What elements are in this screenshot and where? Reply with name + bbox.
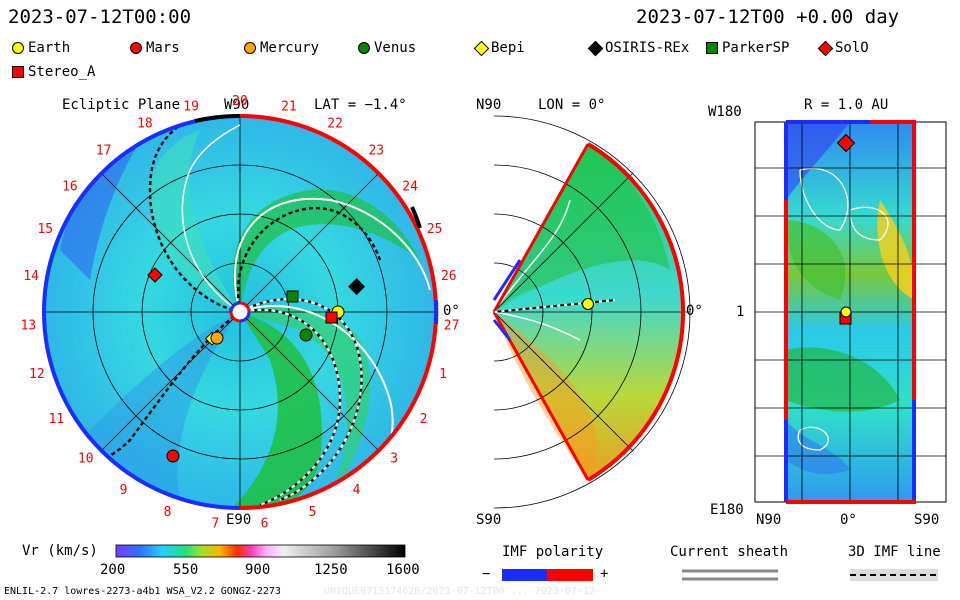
carrington-tick-label: 11: [49, 412, 65, 427]
date-left: 2023-07-12T00:00: [8, 6, 192, 28]
legend-venus: Venus: [358, 40, 416, 56]
current-sheath-swatch: [682, 569, 778, 581]
date-right: 2023-07-12T00 +0.00 day: [636, 6, 900, 28]
colorbar-tick-900: 900: [245, 562, 271, 578]
ecliptic-title: Ecliptic Plane: [62, 97, 181, 113]
mercury-marker-icon: [244, 42, 256, 54]
imf-plus: +: [600, 566, 609, 582]
carrington-tick-label: 19: [183, 100, 199, 115]
imf-line-swatch: [850, 569, 938, 581]
colorbar-tick-550: 550: [173, 562, 199, 578]
colorbar-tick-200: 200: [100, 562, 126, 578]
radial-y-mid: 1: [736, 304, 745, 320]
carrington-tick-label: 16: [62, 179, 78, 194]
meridional-bottom-label: S90: [476, 512, 502, 528]
legend-earth: Earth: [12, 40, 70, 56]
carrington-tick-label: 25: [427, 222, 443, 237]
ecliptic-mercury-marker: [210, 331, 224, 345]
radial-y-bottom: E180: [710, 502, 744, 518]
earth-marker-icon: [12, 42, 24, 54]
footer-right: UNIQUE071317462B/2023-07-12T00 ... 2023-…: [324, 586, 595, 597]
colorbar-tick-1600: 1600: [386, 562, 420, 578]
colorbar-label: Vr (km/s): [22, 543, 98, 559]
carrington-tick-label: 8: [164, 505, 172, 520]
carrington-tick-label: 23: [368, 144, 384, 159]
carrington-tick-label: 7: [211, 517, 219, 532]
ecliptic-right-label: 0°: [443, 303, 460, 319]
carrington-tick-label: 27: [444, 318, 460, 333]
ecliptic-bottom-label: E90: [226, 512, 252, 528]
carrington-tick-label: 14: [23, 269, 39, 284]
carrington-tick-label: 13: [21, 318, 37, 333]
ecliptic-solo-marker: [147, 267, 163, 283]
meridional-plot: [492, 115, 691, 509]
radial-x-right: S90: [914, 512, 940, 528]
legend-osiris-rex: OSIRIS-REx: [587, 40, 689, 56]
ecliptic-venus-marker: [299, 328, 313, 342]
radial-x-left: N90: [756, 512, 782, 528]
colorbar: [115, 544, 406, 558]
imf-polarity-label: IMF polarity: [502, 544, 604, 560]
legend-stereo-a: Stereo_A: [12, 64, 95, 80]
meridional-lon-label: LON = 0°: [538, 97, 606, 113]
venus-marker-icon: [358, 42, 370, 54]
legend-parkersp: ParkerSP: [706, 40, 789, 56]
carrington-tick-label: 1: [439, 367, 447, 382]
radial-solo-marker: [836, 133, 856, 153]
carrington-tick-label: 17: [96, 144, 112, 159]
carrington-tick-label: 6: [261, 517, 269, 532]
carrington-tick-label: 3: [390, 452, 398, 467]
carrington-tick-label: 2: [420, 412, 428, 427]
imf-polarity-bar: [502, 569, 593, 581]
carrington-tick-label: 24: [402, 179, 418, 194]
carrington-tick-label: 18: [137, 117, 153, 132]
mars-marker-icon: [130, 42, 142, 54]
radial-plot: [754, 120, 947, 504]
carrington-tick-label: 20: [232, 94, 248, 109]
parkersp-marker-icon: [706, 42, 718, 54]
legend-bepi: Bepi: [473, 40, 525, 56]
ecliptic-lat-label: LAT = −1.4°: [314, 97, 407, 113]
carrington-tick-label: 5: [309, 505, 317, 520]
ecliptic-carrington-ticks: 20 21222324252627123456789101112131415161…: [21, 94, 460, 532]
ecliptic-parkersp-marker: [286, 290, 299, 303]
imf3d-label: 3D IMF line: [848, 544, 941, 560]
radial-y-top: W180: [708, 104, 742, 120]
ecliptic-osiris-rex-marker: [348, 278, 366, 296]
carrington-tick-label: 12: [29, 367, 45, 382]
ecliptic-plot: 20 21222324252627123456789101112131415161…: [21, 94, 460, 532]
footer-left: ENLIL-2.7 lowres-2273-a4b1 WSA_V2.2 GONG…: [4, 586, 281, 597]
radial-earth-marker: [840, 306, 852, 318]
carrington-tick-label: 21: [281, 100, 297, 115]
legend-solo: SolO: [817, 40, 869, 56]
carrington-tick-label: 22: [327, 117, 343, 132]
imf-minus: −: [482, 566, 491, 582]
meridional-top-label: N90: [476, 97, 502, 113]
carrington-tick-label: 4: [353, 483, 361, 498]
carrington-tick-label: 9: [120, 483, 128, 498]
meridional-earth-marker: [582, 298, 594, 310]
stereo-a-marker-icon: [12, 66, 24, 78]
carrington-tick-label: 10: [78, 452, 94, 467]
radial-x-mid: 0°: [840, 512, 857, 528]
carrington-tick-label: 26: [441, 269, 457, 284]
radial-title: R = 1.0 AU: [804, 97, 889, 113]
ecliptic-mars-marker: [166, 449, 180, 463]
ecliptic-stereo-a-marker: [325, 311, 338, 324]
carrington-tick-label: 15: [37, 222, 53, 237]
legend-mars: Mars: [130, 40, 180, 56]
current-sheath-label: Current sheath: [670, 544, 789, 560]
ecliptic-top-label: W90: [224, 97, 250, 113]
colorbar-tick-1250: 1250: [314, 562, 348, 578]
legend-mercury: Mercury: [244, 40, 319, 56]
